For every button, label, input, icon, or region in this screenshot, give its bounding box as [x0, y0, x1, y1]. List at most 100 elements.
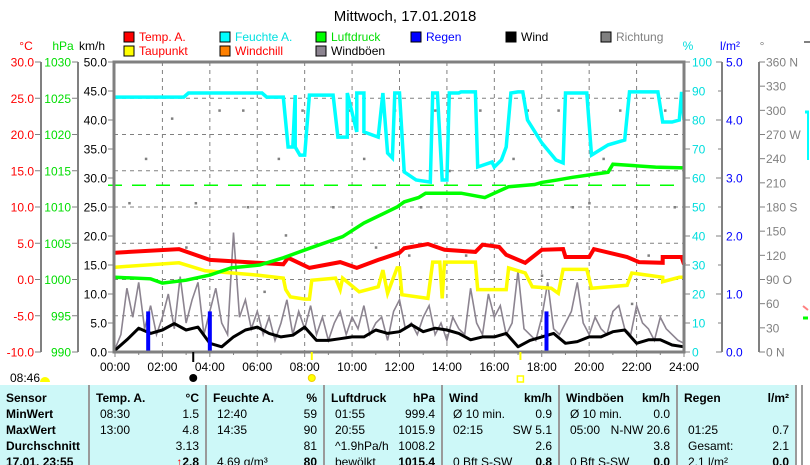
- legend-label: Regen: [426, 30, 461, 44]
- axis-unit-humidity: %: [683, 39, 694, 53]
- humidity-tick-label: 10: [692, 317, 706, 331]
- cell-left: 2.1 l/m²: [688, 455, 729, 465]
- direction-dot: [434, 109, 437, 112]
- cell-left: [566, 438, 570, 454]
- cell-left: 08:30: [100, 407, 131, 421]
- direction-dot: [332, 206, 335, 209]
- cell-value: 0.0: [653, 454, 670, 465]
- rain-tick-label: 1.0: [726, 288, 743, 302]
- direction-dot: [246, 206, 250, 209]
- direction-dot: [144, 157, 148, 161]
- legend: Temp. A. Feuchte A. Luftdruck Regen Wind Rich…: [123, 30, 663, 58]
- cell-value: ↑2.8: [176, 454, 199, 465]
- direction-dot: [277, 157, 281, 161]
- half-sun-icon: [40, 377, 50, 382]
- cell-left: 4.69 g/m³: [217, 455, 268, 465]
- row-label-current: 17.01. 23:55: [6, 454, 82, 465]
- cell-value: 0.7: [772, 422, 789, 438]
- cell-value-text: 1008.2: [398, 439, 435, 453]
- direction-dot: [170, 117, 174, 120]
- direction-tick-label: 300: [766, 104, 786, 118]
- temp-tick-label: 25.0: [11, 92, 35, 106]
- direction-tick-label: 270 W: [766, 128, 801, 142]
- cell-value-text: 0.7: [772, 423, 789, 437]
- table-cell-row: ↑2.8: [96, 454, 199, 465]
- pressure-tick-label: 1010: [44, 201, 71, 215]
- temp-tick-label: 10.0: [11, 201, 35, 215]
- x-tick-label: 10:00: [337, 360, 367, 374]
- table-cell-row: 05:00 N-NW 20.6: [566, 422, 670, 438]
- cell-value-text: 3.13: [175, 439, 199, 453]
- cell-value: %: [306, 390, 317, 406]
- panel-temp-fragment: [802, 305, 809, 311]
- cell-value: 0.0: [772, 454, 789, 465]
- cell-value-text: 999.4: [404, 407, 435, 421]
- legend-swatch: [219, 45, 231, 57]
- x-tick-label: 02:00: [147, 360, 177, 374]
- table-cell-row: bewölkt 1015.4: [331, 454, 435, 465]
- cell-value: 2.1: [772, 438, 789, 454]
- cell-value-text: 80: [303, 455, 317, 465]
- cell-value: 2.6: [535, 438, 552, 454]
- humidity-tick-label: 60: [692, 172, 706, 186]
- axis-units: °C hPa km/h% l/m² °: [19, 39, 764, 53]
- temp-tick-label: -5.0: [13, 309, 34, 323]
- legend-swatch: [123, 45, 135, 57]
- cell-value: N-NW 20.6: [611, 422, 670, 438]
- table-cell-row: Gesamt: 2.1: [684, 438, 789, 454]
- direction-tick-label: 210: [766, 176, 786, 190]
- row-label: 17.01. 23:55: [6, 455, 74, 465]
- direction-dot: [647, 254, 650, 257]
- cell-value: 81: [304, 438, 317, 454]
- chart-title: Mittwoch, 17.01.2018: [334, 8, 477, 25]
- table-column-luftdruck: Luftdruck hPa 01:55 999.4 20:55 1015.9 ^1.9hPa…: [323, 385, 441, 465]
- cell-value-text: N-NW 20.6: [610, 423, 670, 437]
- legend-swatch: [600, 31, 612, 43]
- direction-dot: [128, 201, 131, 205]
- sunset-icon: [516, 375, 525, 383]
- plot-border: [112, 60, 686, 354]
- table-column-temp-a-: Temp. A. °C 08:30 1.5 13:00 4.8 3.13 ↑2.8: [88, 385, 205, 465]
- legend-label: Richtung: [616, 30, 663, 44]
- cell-value: l/m²: [768, 390, 789, 406]
- cell-value: 999.4: [405, 406, 435, 422]
- rain-bar: [146, 311, 151, 352]
- cell-value-text: 0.0: [653, 455, 670, 465]
- column-header: Wind km/h: [449, 390, 552, 406]
- direction-tick-label: 30: [766, 321, 780, 335]
- table-cell-row: 2.6: [449, 438, 552, 454]
- wind-tick-label: 5.0: [90, 317, 107, 331]
- direction-dot: [557, 109, 560, 112]
- rain-tick-label: 0.0: [726, 346, 743, 360]
- sensor-header: Sensor: [6, 390, 82, 406]
- row-label-max: MaxWert: [6, 422, 82, 438]
- cell-value-text: 81: [303, 439, 317, 453]
- cell-value: 0.8: [535, 454, 552, 465]
- pressure-tick-label: 1000: [44, 273, 71, 287]
- legend-swatch: [505, 31, 517, 43]
- wind-tick-label: 20.0: [84, 230, 108, 244]
- humidity-tick-label: 80: [692, 114, 706, 128]
- direction-tick-label: 180 S: [766, 201, 797, 215]
- cell-value: km/h: [524, 390, 552, 406]
- cell-left: Wind: [449, 391, 479, 405]
- summary-table: Sensor MinWert MaxWert Durchschnitt 17.0…: [0, 385, 795, 465]
- table-cell-row: [684, 406, 789, 422]
- axis-unit-temp: °C: [19, 39, 33, 53]
- sun-moon-markers: 08:46: [10, 352, 525, 385]
- table-cell-row: 12:40 59: [213, 406, 317, 422]
- x-tick-label: 00:00: [100, 360, 130, 374]
- direction-dot: [588, 201, 591, 205]
- table-column-windböen: Windböen km/h Ø 10 min. 0.0 05:00 N-NW 20.6 3.…: [558, 385, 676, 465]
- cell-value: km/h: [642, 390, 670, 406]
- legend-label: Windböen: [331, 44, 385, 58]
- direction-dot: [664, 109, 667, 112]
- table-cell-row: 0 Bft S-SW 0.8: [449, 454, 552, 465]
- legend-label: Taupunkt: [139, 44, 188, 58]
- cell-left: Temp. A.: [96, 391, 146, 405]
- table-cell-row: 2.1 l/m² 0.0: [684, 454, 789, 465]
- cell-value: 3.13: [176, 438, 199, 454]
- temp-tick-label: 15.0: [11, 164, 35, 178]
- cell-value-text: SW 5.1: [512, 423, 552, 437]
- direction-tick-label: 90 O: [766, 273, 792, 287]
